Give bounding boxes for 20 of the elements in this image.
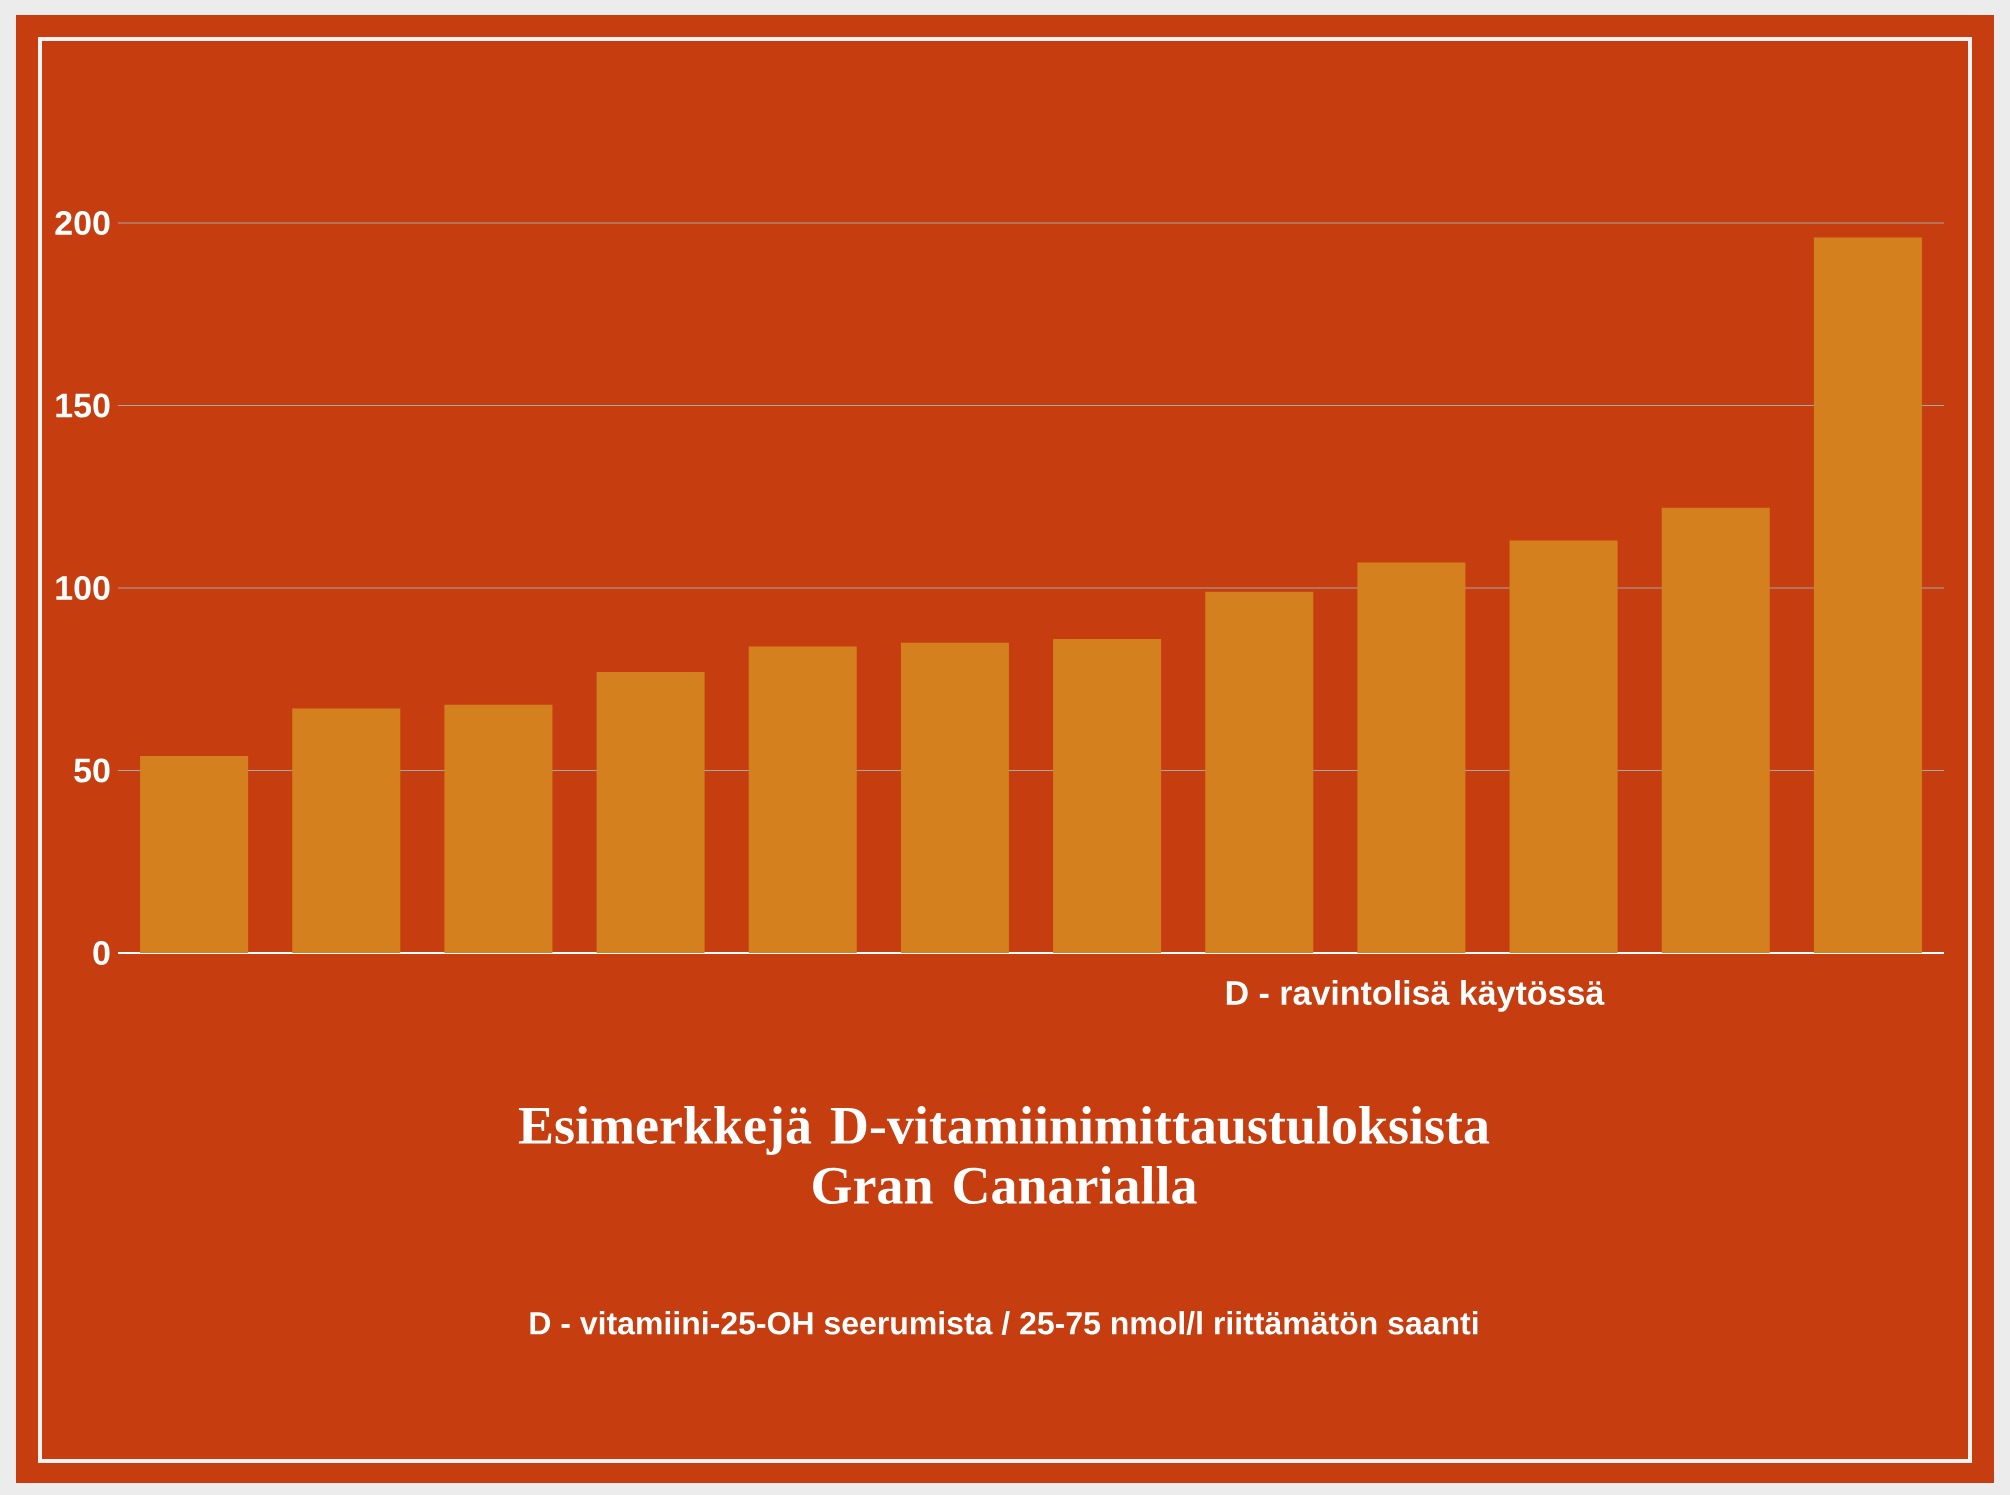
bar <box>1661 507 1770 953</box>
bar <box>292 708 401 953</box>
bar <box>596 671 705 953</box>
bar <box>1509 540 1618 953</box>
bar <box>1813 237 1922 953</box>
y-tick-label: 150 <box>56 393 110 418</box>
y-tick-label: 200 <box>55 210 110 236</box>
bar <box>140 755 249 953</box>
bar <box>1357 562 1466 953</box>
y-tick-label: 100 <box>56 575 110 601</box>
bar <box>1053 639 1162 953</box>
bar <box>748 646 857 953</box>
x-axis-title: D - ravintolisä käytössä <box>1226 980 1605 1012</box>
bar <box>900 642 1009 953</box>
bar <box>444 704 553 953</box>
text: D - vitamiini-25-OH seerumista / 25-75 nmol/l riittämätön saanti <box>530 1311 1478 1335</box>
y-tick-label: 50 <box>74 758 110 783</box>
bar <box>1205 591 1314 953</box>
y-tick-label: 0 <box>93 940 110 966</box>
text: Esimerkkejä D-vitamiinimittaustuloksista Gran Canarialla <box>518 1105 1490 1204</box>
